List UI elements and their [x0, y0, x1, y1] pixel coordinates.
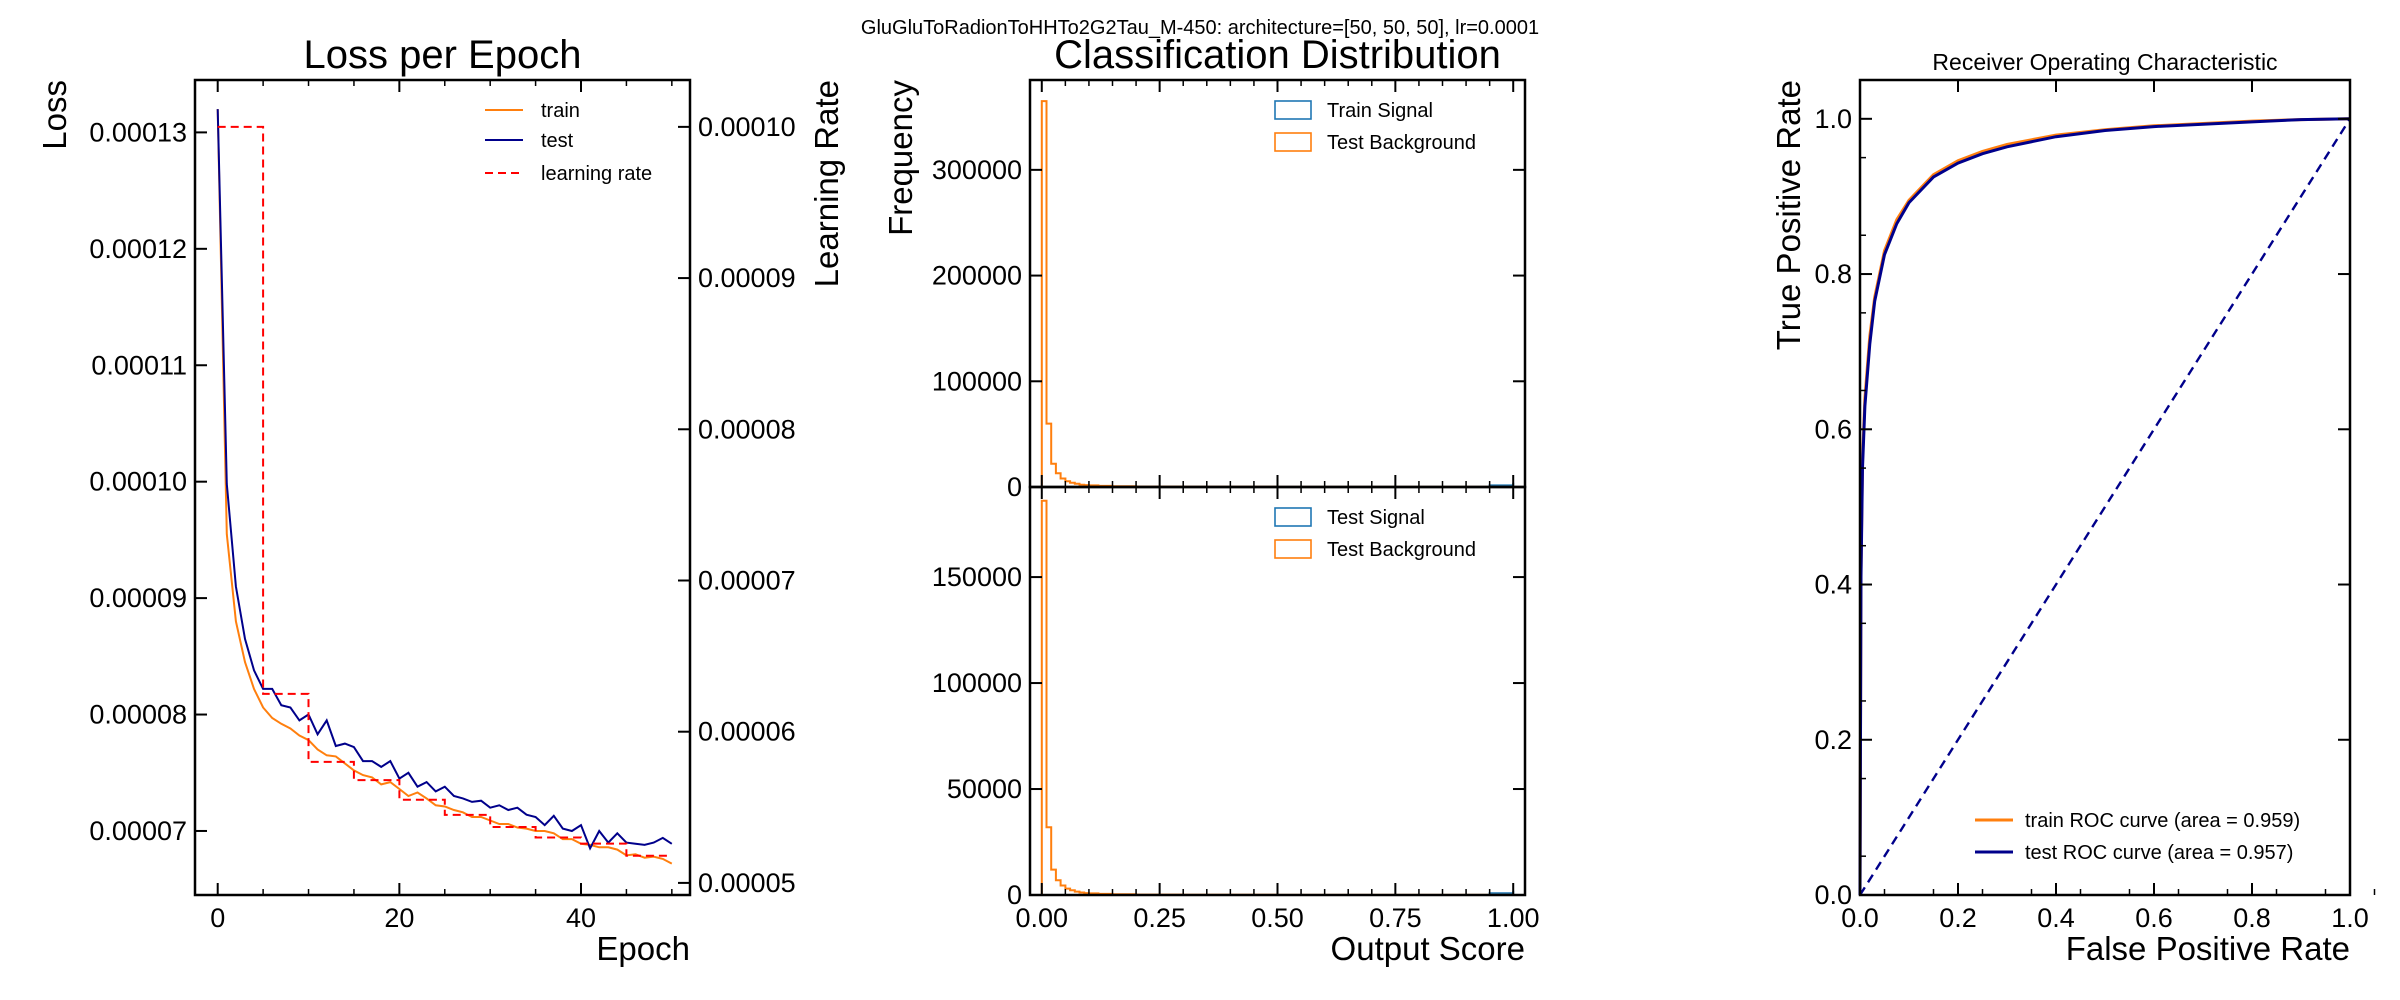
loss-legend-label: test	[541, 130, 574, 152]
loss-legend-label: train	[541, 100, 580, 122]
lr-ytick-label: 0.00007	[698, 565, 796, 595]
loss-legend-label: learning rate	[541, 163, 652, 185]
dist-ytick-label: 150000	[932, 562, 1022, 592]
dist-xtick-label: 0.75	[1369, 903, 1422, 933]
loss-ytick-label: 0.00012	[89, 234, 187, 264]
dist-xtick-label: 0.50	[1251, 903, 1304, 933]
roc-xtick-label: 0.6	[2135, 903, 2173, 933]
dist-legend-label: Test Background	[1327, 132, 1476, 154]
dist-legend-swatch	[1274, 507, 1312, 527]
roc-series-test	[1858, 117, 2351, 896]
classification-distribution-chart: 0 100000 200000 300000 Train Signal Test Back…	[882, 33, 1539, 967]
loss-xlabel: Epoch	[596, 930, 690, 967]
loss-ytick-label: 0.00010	[89, 467, 187, 497]
dist-ytick-label: 200000	[932, 261, 1022, 291]
roc-xtick-label: 0.8	[2233, 903, 2271, 933]
lr-ytick-label: 0.00010	[698, 112, 796, 142]
dist-title: Classification Distribution	[1054, 33, 1501, 77]
roc-ytick-label: 0.8	[1814, 259, 1852, 289]
roc-xtick-label: 0.4	[2037, 903, 2075, 933]
dist-xtick-label: 0.00	[1016, 903, 1069, 933]
lr-ytick-label: 0.00009	[698, 263, 796, 293]
roc-chart: 0.0 0.2 0.4 0.6 0.8 1.0 0.0 0.2 0.4 0.6 0.8 1.0 Rece…	[1770, 49, 2376, 967]
roc-xlabel: False Positive Rate	[2066, 930, 2350, 967]
lr-ytick-label: 0.00008	[698, 414, 796, 444]
dist-xtick-label: 0.25	[1133, 903, 1186, 933]
dist-legend-swatch	[1274, 132, 1312, 152]
loss-ytick-label: 0.00009	[89, 583, 187, 613]
loss-series-train	[216, 109, 673, 865]
loss-ytick-label: 0.00011	[91, 350, 187, 380]
loss-xtick-label: 40	[566, 903, 596, 933]
loss-xtick-label: 0	[210, 903, 225, 933]
loss-ytick-label: 0.00008	[89, 700, 187, 730]
loss-ylabel: Loss	[36, 80, 73, 150]
dist-ytick-label: 50000	[947, 774, 1022, 804]
loss-per-epoch-chart: 0 20 40 0.00007 0.00008 0.00009 0.00010 0.00011…	[36, 33, 845, 967]
dist-legend-label: Test Background	[1327, 539, 1476, 561]
loss-ytick-label: 0.00013	[89, 117, 187, 147]
dist-xlabel: Output Score	[1331, 930, 1525, 967]
lr-ytick-label: 0.00006	[698, 717, 796, 747]
dist-legend-swatch	[1274, 539, 1312, 559]
loss-ytick-label: 0.00007	[89, 816, 187, 846]
dist-ytick-label: 300000	[932, 155, 1022, 185]
dist-legend-label: Train Signal	[1327, 100, 1433, 122]
dist-xtick-label: 1.00	[1487, 903, 1540, 933]
roc-ytick-label: 0.0	[1814, 880, 1852, 910]
dist-ytick-label: 100000	[932, 668, 1022, 698]
loss-title: Loss per Epoch	[304, 33, 582, 77]
dist-ytick-label: 0	[1007, 472, 1022, 502]
lr-ylabel: Learning Rate	[808, 80, 845, 287]
loss-axes-frame	[193, 78, 692, 897]
lr-ytick-label: 0.00005	[698, 868, 796, 898]
dist-legend-label: Test Signal	[1327, 507, 1425, 529]
roc-axes-frame	[1858, 78, 2352, 897]
dist-ylabel: Frequency	[882, 80, 919, 236]
roc-xtick-label: 1.0	[2331, 903, 2369, 933]
roc-ylabel: True Positive Rate	[1770, 80, 1807, 350]
roc-ytick-label: 0.6	[1814, 414, 1852, 444]
dist-ytick-label: 0	[1007, 880, 1022, 910]
figure-suptitle: GluGluToRadionToHHTo2G2Tau_M-450: archit…	[861, 17, 1539, 39]
roc-legend-label: train ROC curve (area = 0.959)	[2025, 810, 2300, 832]
roc-ytick-label: 0.2	[1814, 725, 1852, 755]
dist-ytick-label: 100000	[932, 366, 1022, 396]
loss-series-test	[216, 109, 673, 851]
roc-title: Receiver Operating Characteristic	[1932, 49, 2277, 75]
dist-legend-swatch	[1274, 100, 1312, 120]
roc-xtick-label: 0.2	[1939, 903, 1977, 933]
roc-legend-label: test ROC curve (area = 0.957)	[2025, 842, 2293, 864]
roc-ytick-label: 0.4	[1814, 570, 1852, 600]
roc-diagonal	[1858, 118, 2352, 896]
roc-xtick-label: 0.0	[1841, 903, 1879, 933]
roc-ytick-label: 1.0	[1814, 104, 1852, 134]
loss-xtick-label: 20	[384, 903, 414, 933]
